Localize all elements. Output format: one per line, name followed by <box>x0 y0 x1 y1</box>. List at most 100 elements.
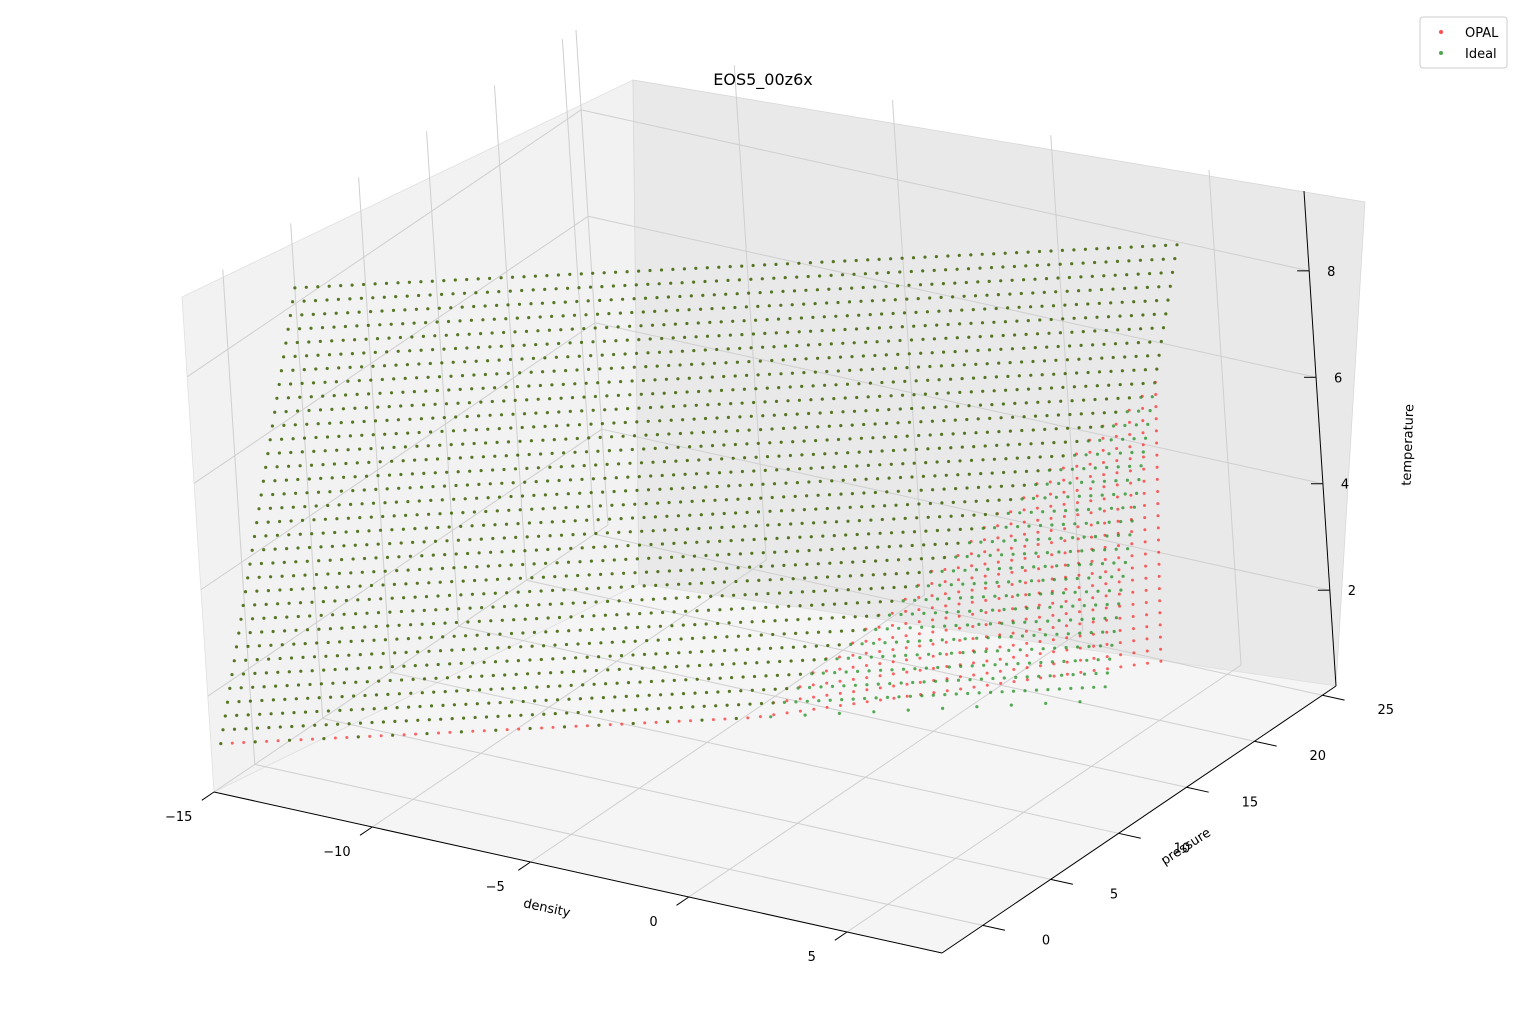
ideal-point <box>356 529 360 534</box>
ideal-point <box>358 653 362 657</box>
ideal-point <box>443 553 447 557</box>
ideal-point <box>829 410 834 414</box>
ideal-point <box>990 471 994 475</box>
ideal-point <box>397 692 401 696</box>
ideal-point <box>999 484 1004 488</box>
ideal-point <box>825 301 829 305</box>
ideal-point <box>493 591 497 595</box>
ideal-point <box>477 414 481 418</box>
ideal-point <box>687 308 691 312</box>
ideal-point <box>221 728 225 732</box>
y-tick-label: 15 <box>1242 795 1259 810</box>
opal-point <box>1117 592 1121 596</box>
ideal-point <box>894 572 898 576</box>
ideal-point <box>1049 317 1053 322</box>
ideal-point <box>371 364 375 368</box>
ideal-point <box>795 481 800 485</box>
ideal-point <box>322 668 326 672</box>
ideal-point <box>734 716 738 721</box>
opal-point <box>265 739 269 743</box>
opal-point <box>1103 558 1107 561</box>
ideal-point <box>342 612 346 616</box>
ideal-point <box>449 511 454 515</box>
ideal-point <box>676 377 680 381</box>
ideal-point <box>688 582 692 586</box>
ideal-point <box>308 682 312 687</box>
ideal-point <box>917 570 921 575</box>
ideal-point <box>316 490 321 494</box>
ideal-point <box>402 664 406 668</box>
ideal-point <box>303 573 307 577</box>
ideal-point <box>985 430 990 434</box>
ideal-point <box>396 349 400 353</box>
ideal-point <box>752 400 756 405</box>
opal-point <box>944 604 948 608</box>
ideal-point <box>680 281 684 285</box>
ideal-point <box>333 530 337 535</box>
ideal-point <box>397 486 401 490</box>
ideal-point <box>860 642 864 646</box>
ideal-point <box>1013 607 1018 611</box>
ideal-point <box>358 721 363 725</box>
ideal-point <box>1047 468 1051 472</box>
ideal-point <box>999 347 1003 351</box>
ideal-point <box>287 670 291 674</box>
ideal-point <box>551 588 555 593</box>
ideal-point <box>922 543 926 547</box>
ideal-point <box>354 680 358 684</box>
ideal-point <box>986 636 990 640</box>
ideal-point <box>371 501 376 505</box>
ideal-point <box>616 325 620 329</box>
ideal-point <box>926 378 930 382</box>
ideal-point <box>298 601 303 605</box>
opal-point <box>1077 598 1081 602</box>
ideal-point <box>421 334 425 338</box>
ideal-point <box>543 356 547 360</box>
opal-point <box>1038 627 1042 631</box>
ideal-point <box>419 417 423 421</box>
ideal-point <box>393 719 397 724</box>
ideal-point <box>775 605 779 609</box>
ideal-point <box>672 541 676 546</box>
ideal-point <box>324 723 328 727</box>
ideal-point <box>690 362 694 366</box>
ideal-point <box>549 671 553 675</box>
ideal-point <box>463 360 467 364</box>
ideal-point <box>645 639 649 643</box>
opal-point <box>345 736 349 739</box>
ideal-point <box>612 489 616 494</box>
ideal-point <box>637 269 641 273</box>
ideal-point <box>663 665 667 669</box>
ideal-point <box>391 733 395 737</box>
ideal-point <box>479 332 483 336</box>
ideal-point <box>880 517 884 522</box>
ideal-point <box>958 527 962 532</box>
ideal-point <box>735 292 739 296</box>
ideal-point <box>408 554 412 558</box>
ideal-point <box>376 405 380 409</box>
ideal-point <box>632 297 636 301</box>
ideal-point <box>535 617 539 621</box>
opal-point <box>1024 581 1027 585</box>
ideal-point <box>404 719 408 723</box>
opal-point <box>1129 493 1133 497</box>
ideal-point <box>837 643 841 647</box>
ideal-point <box>781 289 785 293</box>
ideal-point <box>219 742 223 746</box>
ideal-point <box>323 312 327 316</box>
opal-point <box>1065 660 1069 664</box>
opal-point <box>957 602 961 606</box>
ideal-point <box>965 486 969 490</box>
ideal-point <box>312 518 316 522</box>
ideal-point <box>952 637 956 642</box>
ideal-point <box>733 305 737 310</box>
ideal-point <box>519 645 523 649</box>
ideal-point <box>396 418 400 422</box>
opal-point <box>1103 545 1107 549</box>
opal-point <box>1104 570 1108 574</box>
ideal-point <box>349 708 353 712</box>
ideal-point <box>919 351 923 355</box>
ideal-point <box>293 354 297 358</box>
ideal-point <box>408 417 412 421</box>
opal-point <box>1037 567 1041 571</box>
